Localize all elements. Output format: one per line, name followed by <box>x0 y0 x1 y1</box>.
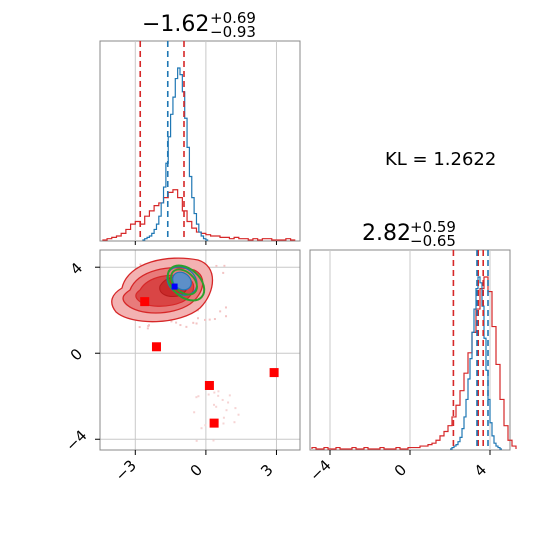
scatter-point <box>213 391 216 394</box>
panel-2-grid <box>329 250 491 450</box>
red-histogram-steps <box>102 189 296 241</box>
panel-1-quantile-lines <box>139 41 185 241</box>
panel-2-ticks: −4 0 4 <box>306 450 491 485</box>
scatter-point <box>224 306 227 309</box>
scatter-point <box>228 394 231 397</box>
panel-2-title-upper: +0.59 <box>410 218 456 236</box>
scatter-point <box>225 315 228 318</box>
scatter-point <box>147 325 150 328</box>
panel-1-grid <box>134 41 277 245</box>
scatter-point <box>223 264 226 267</box>
panel-2-title-value: 2.82 <box>362 221 411 246</box>
scatter-point <box>215 264 218 267</box>
x-tick-label: 4 <box>471 461 490 480</box>
red-square-marker <box>140 297 150 307</box>
scatter-point <box>225 409 228 412</box>
scatter-point <box>219 310 222 313</box>
joint-contour-panel: −3 0 3 −4 0 4 <box>62 249 301 485</box>
scatter-point <box>237 413 240 416</box>
marginal-histogram-2: −4 0 4 2.82 +0.59 −0.65 <box>306 218 517 485</box>
panel-1-blue-histogram <box>142 67 209 241</box>
blue-center-square <box>171 283 178 290</box>
x-tick-label: −4 <box>306 456 334 484</box>
scatter-point <box>213 403 216 406</box>
red-square-marker <box>151 342 161 352</box>
panel-2-title-lower: −0.65 <box>410 232 456 250</box>
y-tick-label: 0 <box>67 345 86 364</box>
scatter-point <box>170 320 173 323</box>
panel-1-frame <box>99 40 301 242</box>
panel-1-red-histogram <box>102 189 296 241</box>
red-square-marker <box>269 368 279 378</box>
green-contour-outer <box>166 264 206 302</box>
blue-histogram-steps <box>142 67 209 241</box>
scatter-point <box>222 422 225 425</box>
scatter-point <box>185 325 188 328</box>
scatter-point <box>139 263 142 266</box>
scatter-point <box>204 424 207 427</box>
red-square-marker <box>209 418 219 428</box>
red-histogram-steps <box>311 276 517 450</box>
scatter-point <box>217 390 220 393</box>
blue-center-marker <box>171 283 178 290</box>
x-tick-label: 0 <box>391 461 410 480</box>
scatter-point <box>208 318 211 321</box>
red-square-marker <box>204 380 214 390</box>
scatter-point <box>192 321 195 324</box>
scatter-point <box>227 401 230 404</box>
x-tick-label: −3 <box>112 456 140 484</box>
panel-2-red-histogram <box>311 276 517 450</box>
red-square-markers <box>140 297 279 428</box>
scatter-point <box>212 439 215 442</box>
scatter-point <box>179 324 182 327</box>
scatter-point <box>138 326 141 329</box>
panel-2-title: 2.82 <box>362 221 411 246</box>
y-tick-label: 4 <box>67 259 86 278</box>
scatter-point <box>222 271 225 274</box>
panel-1-title-value: −1.62 <box>142 12 209 37</box>
scatter-point <box>195 322 198 325</box>
scatter-point <box>204 318 207 321</box>
kl-label: KL = 1.2622 <box>385 149 496 170</box>
x-tick-label: 3 <box>257 461 276 480</box>
scatter-point <box>196 317 199 320</box>
scatter-point <box>197 395 200 398</box>
marginal-histogram-1: −1.62 +0.69 −0.93 <box>99 9 301 245</box>
scatter-point <box>200 427 203 430</box>
scatter-point <box>217 394 220 397</box>
scatter-point <box>193 411 196 414</box>
scatter-point <box>222 416 225 419</box>
scatter-point <box>195 439 198 442</box>
panel-2-blue-histogram <box>450 276 502 450</box>
x-tick-label: 0 <box>187 461 206 480</box>
scatter-point <box>175 321 178 324</box>
scatter-point <box>146 327 149 330</box>
panel-1-title-lower: −0.93 <box>210 23 256 41</box>
scatter-point <box>234 407 237 410</box>
panel-2-quantile-lines <box>452 250 489 450</box>
scatter-point <box>207 393 210 396</box>
scatter-point <box>213 318 216 321</box>
scatter-point <box>215 405 218 408</box>
joint-frame <box>99 249 301 451</box>
panel-1-title: −1.62 <box>142 12 209 37</box>
y-tick-label: −4 <box>62 427 90 455</box>
scatter-point <box>233 421 236 424</box>
blue-histogram-steps <box>450 276 502 450</box>
scatter-point <box>221 398 224 401</box>
scatter-point <box>195 396 198 399</box>
panel-1-title-upper: +0.69 <box>210 9 256 27</box>
